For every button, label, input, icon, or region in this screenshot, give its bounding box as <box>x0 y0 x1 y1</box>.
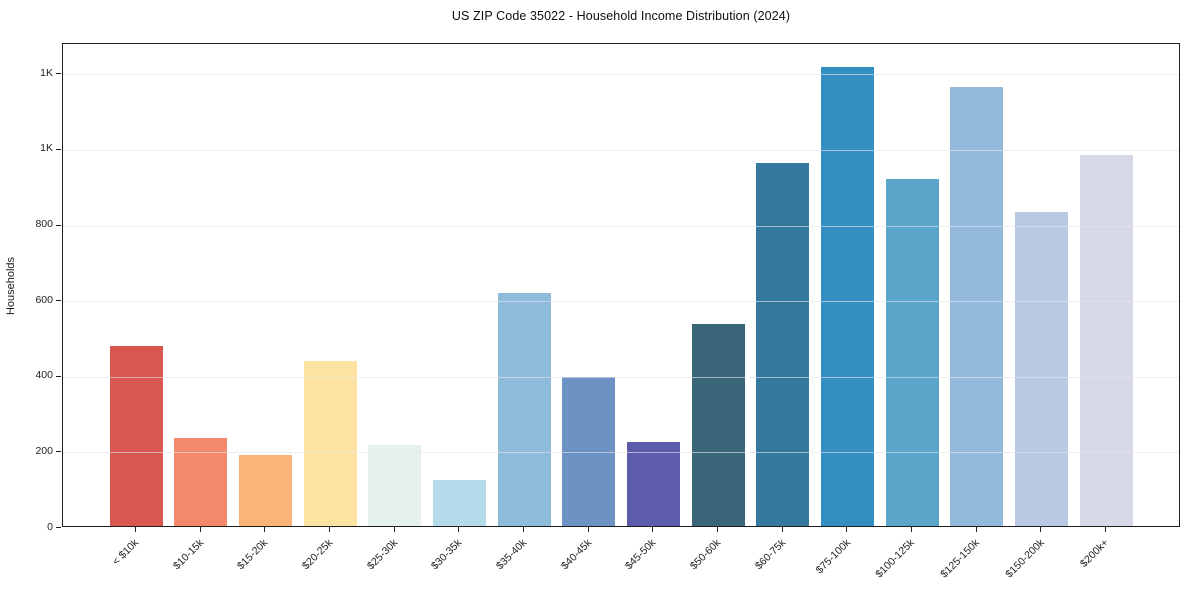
y-tick-mark <box>56 224 61 226</box>
y-axis-label: Households <box>5 256 17 316</box>
x-tick-label: $45-50k <box>623 536 659 573</box>
x-tick-mark <box>846 527 848 532</box>
x-tick-label: $40-45k <box>558 536 594 573</box>
y-tick-mark <box>56 527 61 528</box>
x-tick-mark <box>717 527 718 532</box>
bar[interactable] <box>109 346 163 526</box>
y-tick-label: 1K <box>40 66 53 79</box>
y-tick-mark <box>56 300 61 302</box>
bar[interactable] <box>756 162 810 526</box>
x-tick-mark <box>1105 527 1106 532</box>
x-tick-mark <box>587 527 589 532</box>
x-tick-mark <box>1040 527 1042 532</box>
bar[interactable] <box>562 377 616 526</box>
x-tick-label: $15-20k <box>235 536 271 573</box>
gridline <box>63 452 1179 454</box>
plot-area <box>62 43 1180 527</box>
bar[interactable] <box>238 454 292 526</box>
x-tick-mark <box>264 527 266 532</box>
x-tick-label: $25-30k <box>364 536 400 573</box>
x-tick-label: $150-200k <box>1002 536 1047 581</box>
y-tick-label: 600 <box>35 293 53 306</box>
gridline <box>63 301 1179 303</box>
x-tick-mark <box>458 527 460 532</box>
x-tick-mark <box>199 527 201 532</box>
gridline <box>63 225 1179 227</box>
chart-title: US ZIP Code 35022 - Household Income Dis… <box>451 9 791 23</box>
bar[interactable] <box>432 480 486 526</box>
y-tick-label: 800 <box>35 218 53 230</box>
bar[interactable] <box>820 66 874 526</box>
y-tick-mark <box>56 148 61 150</box>
gridline <box>63 74 1179 76</box>
x-tick-mark <box>911 527 912 532</box>
bar[interactable] <box>885 178 939 526</box>
x-tick-label: $30-35k <box>429 536 465 573</box>
bar[interactable] <box>1014 212 1068 526</box>
bar[interactable] <box>368 445 422 526</box>
x-tick-label: $50-60k <box>687 536 724 573</box>
x-tick-label: $75-100k <box>813 536 853 577</box>
x-tick-mark <box>329 527 330 532</box>
bar[interactable] <box>497 293 551 526</box>
y-tick-label: 1K <box>40 142 53 155</box>
x-tick-label: $20-25k <box>299 536 336 573</box>
bar[interactable] <box>1079 154 1133 526</box>
x-tick-mark <box>135 527 136 532</box>
x-tick-label: $10-15k <box>170 536 206 573</box>
y-tick-mark <box>56 73 61 75</box>
x-tick-mark <box>975 527 977 532</box>
x-tick-mark <box>393 527 395 532</box>
gridline <box>63 149 1179 151</box>
x-tick-mark <box>781 527 783 532</box>
x-tick-mark <box>652 527 654 532</box>
bar[interactable] <box>950 87 1004 526</box>
y-tick-label: 0 <box>47 520 53 533</box>
bar[interactable] <box>303 360 357 526</box>
x-tick-label: $100-125k <box>873 536 918 581</box>
bar[interactable] <box>626 442 680 526</box>
y-tick-label: 400 <box>35 369 53 382</box>
y-tick-mark <box>56 375 61 377</box>
x-tick-label: $200k+ <box>1078 536 1112 570</box>
bar[interactable] <box>691 324 745 526</box>
x-tick-label: $60-75k <box>752 536 788 573</box>
y-tick-label: 200 <box>35 444 53 457</box>
gridline <box>63 376 1179 378</box>
x-tick-mark <box>523 527 524 532</box>
x-tick-label: < $10k <box>110 536 142 568</box>
y-tick-mark <box>56 451 61 453</box>
x-tick-label: $125-150k <box>938 536 982 581</box>
x-tick-label: $35-40k <box>493 536 530 573</box>
